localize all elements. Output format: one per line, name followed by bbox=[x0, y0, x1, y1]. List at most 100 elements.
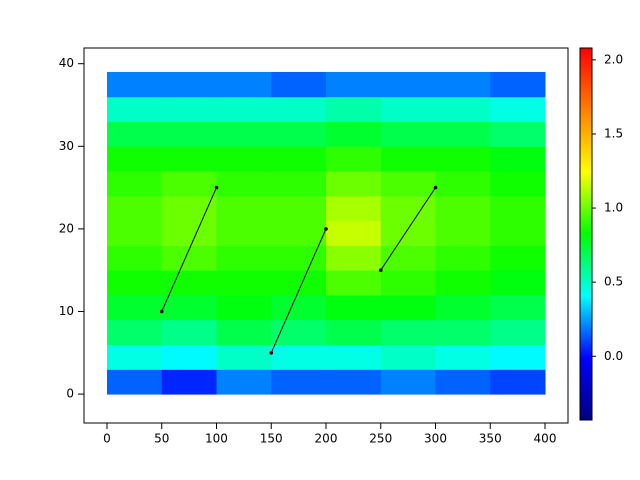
heat-cell bbox=[435, 121, 491, 147]
heat-cell bbox=[106, 195, 163, 222]
segment-point bbox=[378, 268, 383, 272]
heat-cell bbox=[161, 319, 217, 346]
heat-cell bbox=[216, 319, 272, 346]
heat-cell bbox=[216, 369, 272, 395]
heat-cell bbox=[435, 220, 491, 246]
heat-cell bbox=[161, 71, 217, 98]
heat-cell bbox=[326, 71, 382, 98]
heat-cell bbox=[326, 121, 382, 147]
heat-cell bbox=[490, 121, 546, 147]
heat-cell bbox=[435, 71, 491, 98]
heat-cell bbox=[106, 96, 163, 123]
heat-cell bbox=[490, 344, 546, 370]
segment-point bbox=[324, 227, 328, 231]
heat-cell bbox=[271, 96, 327, 123]
heat-cell bbox=[380, 245, 437, 271]
heat-cell bbox=[490, 171, 546, 197]
heat-cell bbox=[326, 369, 382, 395]
heat-cell bbox=[106, 319, 163, 346]
x-tick-label: 100 bbox=[205, 432, 228, 446]
segment-point bbox=[269, 350, 274, 355]
heat-cell bbox=[106, 344, 163, 370]
heat-cell bbox=[106, 294, 163, 321]
heat-cell bbox=[490, 270, 546, 296]
heat-cell bbox=[216, 146, 272, 172]
heat-cell bbox=[435, 270, 491, 296]
heat-cell bbox=[380, 294, 437, 321]
heat-cell bbox=[271, 245, 327, 271]
heat-cell bbox=[271, 344, 327, 370]
heat-cell bbox=[326, 319, 382, 346]
y-tick-label: 20 bbox=[59, 221, 74, 235]
colorbar-tick-label: 0.5 bbox=[604, 275, 623, 289]
x-tick-label: 150 bbox=[260, 432, 283, 446]
heat-cell bbox=[106, 220, 163, 246]
heat-cell bbox=[271, 121, 327, 147]
heat-cell bbox=[435, 146, 491, 172]
heat-cell bbox=[161, 121, 217, 147]
segment-point bbox=[214, 185, 219, 190]
heat-cell bbox=[161, 171, 217, 197]
colorbar-tick-label: 1.0 bbox=[604, 201, 623, 215]
colorbar-tick-label: 1.5 bbox=[604, 126, 623, 140]
heat-cell bbox=[326, 344, 382, 370]
heat-cell bbox=[161, 294, 217, 321]
heat-cell bbox=[380, 220, 437, 246]
heat-cell bbox=[216, 220, 272, 246]
heat-cell bbox=[380, 369, 437, 395]
heat-cell bbox=[106, 245, 163, 271]
heat-cell bbox=[271, 319, 327, 346]
heat-cell bbox=[490, 294, 546, 321]
heat-cell bbox=[271, 270, 327, 296]
heat-cell bbox=[435, 344, 491, 370]
heat-cell bbox=[490, 245, 546, 271]
heat-cell bbox=[490, 319, 546, 346]
heat-cell bbox=[271, 71, 327, 98]
heat-cell bbox=[216, 195, 272, 222]
heat-cell bbox=[161, 146, 217, 172]
heat-cell bbox=[490, 71, 546, 98]
y-tick-label: 0 bbox=[66, 387, 74, 401]
heat-cell bbox=[435, 245, 491, 271]
heat-cell bbox=[106, 369, 163, 395]
colorbar bbox=[579, 47, 593, 421]
heat-cell bbox=[380, 171, 437, 197]
heat-cell bbox=[326, 146, 382, 172]
y-tick-label: 40 bbox=[59, 56, 74, 70]
heat-cell bbox=[380, 270, 437, 296]
heat-cell bbox=[271, 146, 327, 172]
heat-cell bbox=[216, 71, 272, 98]
heat-cell bbox=[161, 195, 217, 222]
heat-cell bbox=[380, 96, 437, 123]
heat-cell bbox=[380, 71, 437, 98]
x-tick-label: 50 bbox=[154, 432, 169, 446]
segment-point bbox=[433, 185, 438, 190]
heat-cell bbox=[435, 294, 491, 321]
heat-cell bbox=[161, 220, 217, 246]
segment-line bbox=[270, 228, 327, 353]
heat-cell bbox=[435, 369, 491, 395]
heat-cell bbox=[216, 96, 272, 123]
heat-cell bbox=[326, 245, 382, 271]
colorbar-tick-label: 0.0 bbox=[604, 349, 623, 363]
heat-cell bbox=[490, 146, 546, 172]
heat-cell bbox=[106, 121, 163, 147]
heat-cell bbox=[490, 96, 546, 123]
heat-cell bbox=[435, 319, 491, 346]
heat-cell bbox=[380, 121, 437, 147]
heat-cell bbox=[271, 220, 327, 246]
segment-line bbox=[380, 187, 436, 271]
segment-point bbox=[159, 309, 164, 314]
x-tick-label: 350 bbox=[479, 432, 502, 446]
x-tick-label: 400 bbox=[534, 432, 557, 446]
heat-cell bbox=[326, 270, 382, 296]
heat-cell bbox=[216, 270, 272, 296]
heat-cell bbox=[106, 71, 163, 98]
x-tick-label: 300 bbox=[424, 432, 447, 446]
heat-cell bbox=[271, 369, 327, 395]
heat-cell bbox=[435, 171, 491, 197]
heat-cell bbox=[326, 96, 382, 123]
heat-cell bbox=[490, 220, 546, 246]
heat-cell bbox=[490, 195, 546, 222]
